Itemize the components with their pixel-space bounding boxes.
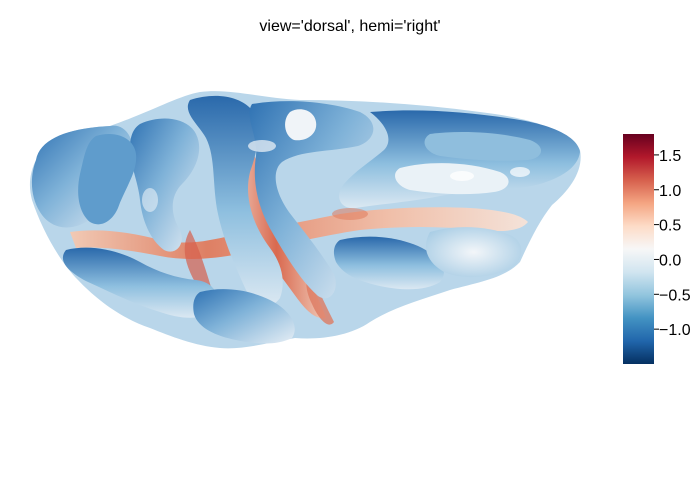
gyrus-4	[129, 118, 200, 252]
gyrus-9	[425, 227, 522, 278]
gyrus-7	[193, 289, 295, 344]
colorbar-gradient	[623, 134, 654, 364]
colorbar-ticks: 1.5 1.0 0.5 0.0 −0.5 −1.0	[654, 148, 691, 339]
colorbar-tick-label: −0.5	[659, 287, 691, 304]
colorbar-tick-label: −1.0	[659, 322, 691, 339]
gyrus-12	[424, 132, 542, 161]
colorbar-tick-label: 0.5	[659, 218, 681, 235]
colorbar-tick-label: 0.0	[659, 252, 681, 269]
gyrus-2	[249, 101, 374, 299]
colorbar-tick-label: 1.0	[659, 183, 681, 200]
gyrus-1	[187, 95, 283, 306]
gyrus-10	[285, 109, 317, 141]
colorbar-tick-label: 1.5	[659, 148, 681, 165]
gyrus-6	[62, 247, 218, 318]
gyrus-8	[333, 236, 444, 290]
figure-title: view='dorsal', hemi='right'	[259, 18, 441, 35]
gyrus-5	[78, 134, 137, 225]
